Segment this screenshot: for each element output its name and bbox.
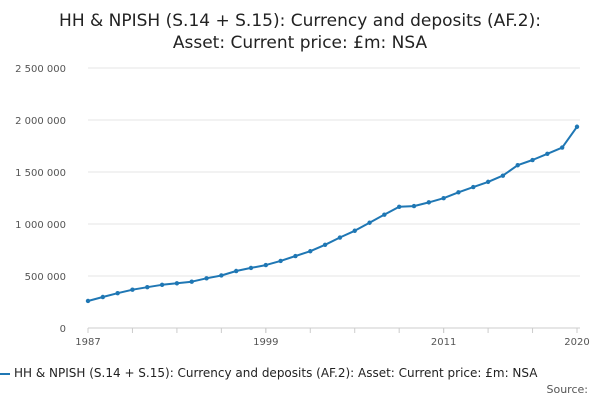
data-point xyxy=(337,235,343,240)
data-point xyxy=(189,279,194,284)
chart-title-line-1: HH & NPISH (S.14 + S.15): Currency and d… xyxy=(59,11,541,31)
data-point xyxy=(382,212,387,217)
x-tick-label: 2011 xyxy=(431,337,456,348)
series-line xyxy=(87,126,578,302)
data-point xyxy=(485,179,491,185)
y-tick-label: 500 000 xyxy=(25,272,66,283)
data-point xyxy=(471,184,476,190)
x-tick-label: 2020 xyxy=(564,337,589,348)
data-point xyxy=(322,242,328,247)
y-tick-label: 2 000 000 xyxy=(15,116,66,127)
data-point xyxy=(248,265,254,271)
data-point xyxy=(530,157,535,163)
data-point xyxy=(115,290,120,296)
data-point xyxy=(456,190,461,195)
data-point xyxy=(515,163,520,168)
data-point xyxy=(500,173,506,178)
data-point xyxy=(174,281,180,286)
data-point xyxy=(367,220,372,225)
legend-swatch xyxy=(0,373,10,375)
data-point xyxy=(411,203,417,209)
data-point xyxy=(293,253,298,259)
source-label: Source: xyxy=(546,383,589,396)
x-tick-label: 1999 xyxy=(253,337,278,348)
data-point xyxy=(426,200,432,205)
data-point xyxy=(352,228,357,233)
data-point xyxy=(559,145,565,150)
chart-title: HH & NPISH (S.14 + S.15): Currency and d… xyxy=(0,10,600,54)
data-point xyxy=(574,124,580,129)
legend: HH & NPISH (S.14 + S.15): Currency and d… xyxy=(0,366,600,382)
data-point xyxy=(396,204,402,210)
data-point xyxy=(545,151,550,156)
data-point xyxy=(85,298,91,304)
y-tick-label: 1 500 000 xyxy=(15,168,66,179)
x-tick-label: 1987 xyxy=(75,337,100,348)
chart-title-line-2: Asset: Current price: £m: NSA xyxy=(172,33,428,53)
y-tick-label: 0 xyxy=(60,324,66,335)
data-point xyxy=(145,285,150,290)
data-point xyxy=(219,273,224,278)
data-point xyxy=(278,258,283,264)
y-tick-label: 2 500 000 xyxy=(15,64,66,75)
data-point xyxy=(308,249,313,254)
data-point xyxy=(159,282,165,288)
data-point xyxy=(204,276,209,281)
data-point xyxy=(441,196,446,201)
data-point xyxy=(233,268,239,274)
y-tick-label: 1 000 000 xyxy=(15,220,66,231)
legend-label: HH & NPISH (S.14 + S.15): Currency and d… xyxy=(14,366,538,380)
data-point xyxy=(130,287,135,292)
data-point xyxy=(263,262,269,268)
data-point xyxy=(100,294,106,300)
